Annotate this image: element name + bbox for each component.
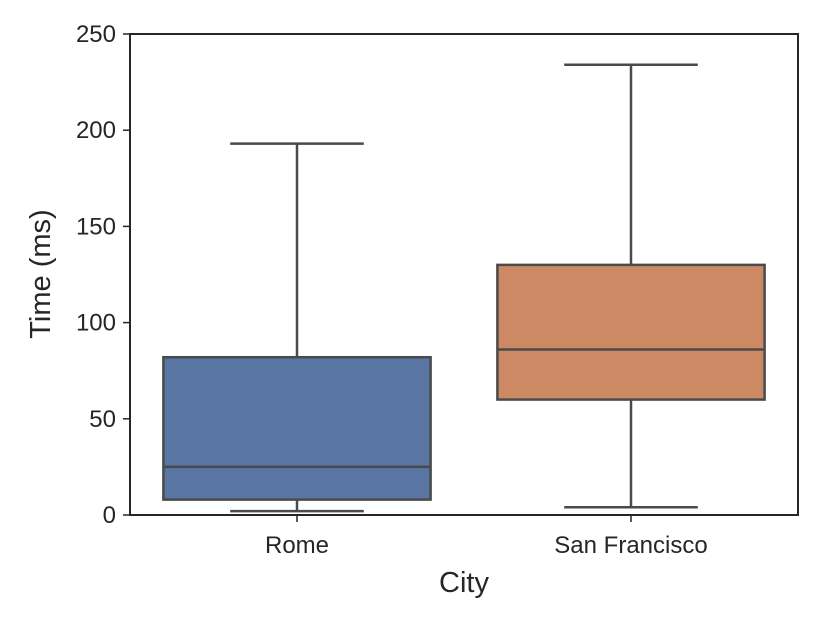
y-tick-label: 200 (76, 117, 116, 144)
plot-frame (129, 33, 799, 516)
box-rome (162, 142, 432, 513)
x-tick-label: San Francisco (554, 532, 707, 559)
box-san-francisco (496, 63, 766, 509)
y-axis-label: Time (ms) (25, 209, 57, 338)
y-tick-label: 250 (76, 21, 116, 48)
y-tick-label: 150 (76, 213, 116, 240)
iqr-box (496, 263, 766, 401)
boxes (162, 63, 766, 513)
y-tick-label: 0 (103, 502, 116, 529)
y-axis-ticks: 0 50 100 150 200 250 (76, 21, 130, 529)
x-tick-label: Rome (265, 532, 329, 559)
x-axis-label: City (439, 567, 489, 599)
iqr-box (162, 355, 432, 501)
y-tick-label: 100 (76, 310, 116, 337)
x-axis-ticks: Rome San Francisco (265, 515, 708, 559)
y-tick-label: 50 (89, 406, 116, 433)
